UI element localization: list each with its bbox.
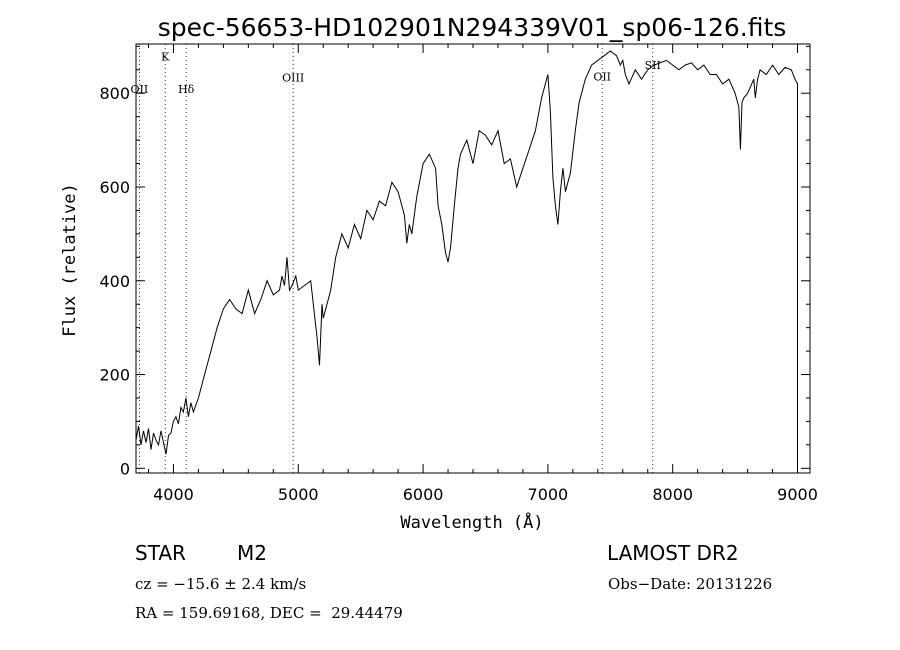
annotation-label: OII [131, 83, 149, 96]
chart-title: spec-56653-HD102901N294339V01_sp06-126.f… [158, 13, 787, 42]
x-tick-label: 6000 [403, 485, 444, 504]
survey-label: LAMOST DR2 [607, 541, 739, 565]
y-tick-label: 600 [99, 178, 130, 197]
x-tick-label: 7000 [528, 485, 569, 504]
x-tick-label: 8000 [652, 485, 693, 504]
plot-frame [135, 43, 811, 474]
redshift-text: cz = −15.6 ± 2.4 km/s [135, 575, 307, 593]
axis-ticks: 4000 5000 6000 7000 8000 9000 0 200 400 600 800 [99, 44, 818, 504]
x-tick-label: 5000 [278, 485, 319, 504]
y-tick-label: 0 [120, 459, 130, 478]
x-tick-label: 4000 [153, 485, 194, 504]
annotation-label: OIII [282, 72, 304, 85]
y-tick-label: 200 [99, 366, 130, 385]
object-subclass: M2 [237, 541, 267, 565]
y-axis-label: Flux (relative) [60, 183, 80, 337]
y-tick-label: 800 [99, 84, 130, 103]
y-tick-label: 400 [99, 272, 130, 291]
x-axis-label: Wavelength (Å) [400, 511, 543, 533]
object-class: STAR [135, 541, 186, 565]
annotation-label: OII [593, 71, 611, 84]
obs-date-text: Obs−Date: 20131226 [608, 575, 773, 593]
annotation-label: Hδ [178, 83, 195, 96]
coordinates-text: RA = 159.69168, DEC = 29.44479 [135, 604, 403, 622]
plot-axes [135, 43, 811, 474]
spectrum-line [135, 50, 798, 469]
x-tick-label: 9000 [777, 485, 818, 504]
annotation-label: K [161, 50, 170, 63]
